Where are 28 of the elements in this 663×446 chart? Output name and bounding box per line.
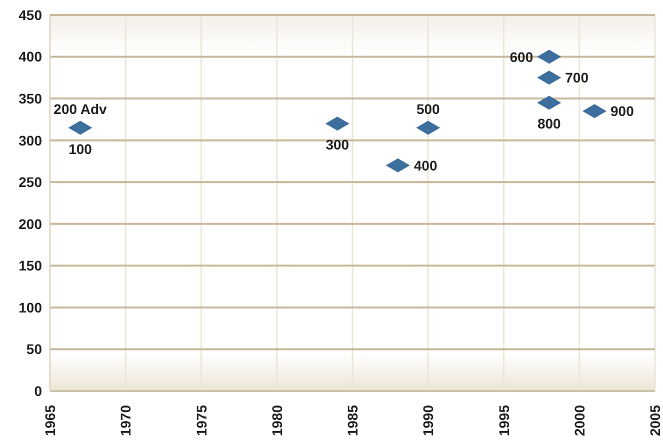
y-tick-label: 100 [18,299,42,316]
x-tick-label: 1995 [496,404,512,436]
y-tick-label: 200 [18,216,42,232]
annotation: 900 [610,103,634,120]
y-tick-label: 300 [18,132,42,148]
y-tick-label: 250 [18,174,42,190]
x-tick-label: 2000 [571,404,588,436]
annotation: 100 [68,140,92,157]
annotation: 800 [537,116,562,132]
y-tick-label: 350 [18,90,42,107]
x-tick-label: 1990 [420,404,436,436]
annotation: 300 [326,136,350,153]
annotation: 500 [416,100,440,117]
x-tick-label: 1980 [268,404,285,436]
y-tick-label: 0 [34,382,42,399]
x-tick-label: 1985 [344,404,360,436]
y-tick-label: 450 [18,6,42,23]
y-tick-label: 50 [26,341,42,358]
annotation: 400 [414,157,438,174]
x-tick-label: 1970 [118,404,134,436]
annotation: 200 Adv [54,100,108,117]
x-tick-label: 2005 [647,404,663,436]
y-tick-label: 400 [18,48,42,65]
annotation: 700 [565,70,589,86]
annotation: 600 [510,48,534,65]
y-tick-label: 150 [18,258,42,274]
x-tick-label: 1965 [42,404,58,436]
x-tick-label: 1975 [193,404,210,436]
